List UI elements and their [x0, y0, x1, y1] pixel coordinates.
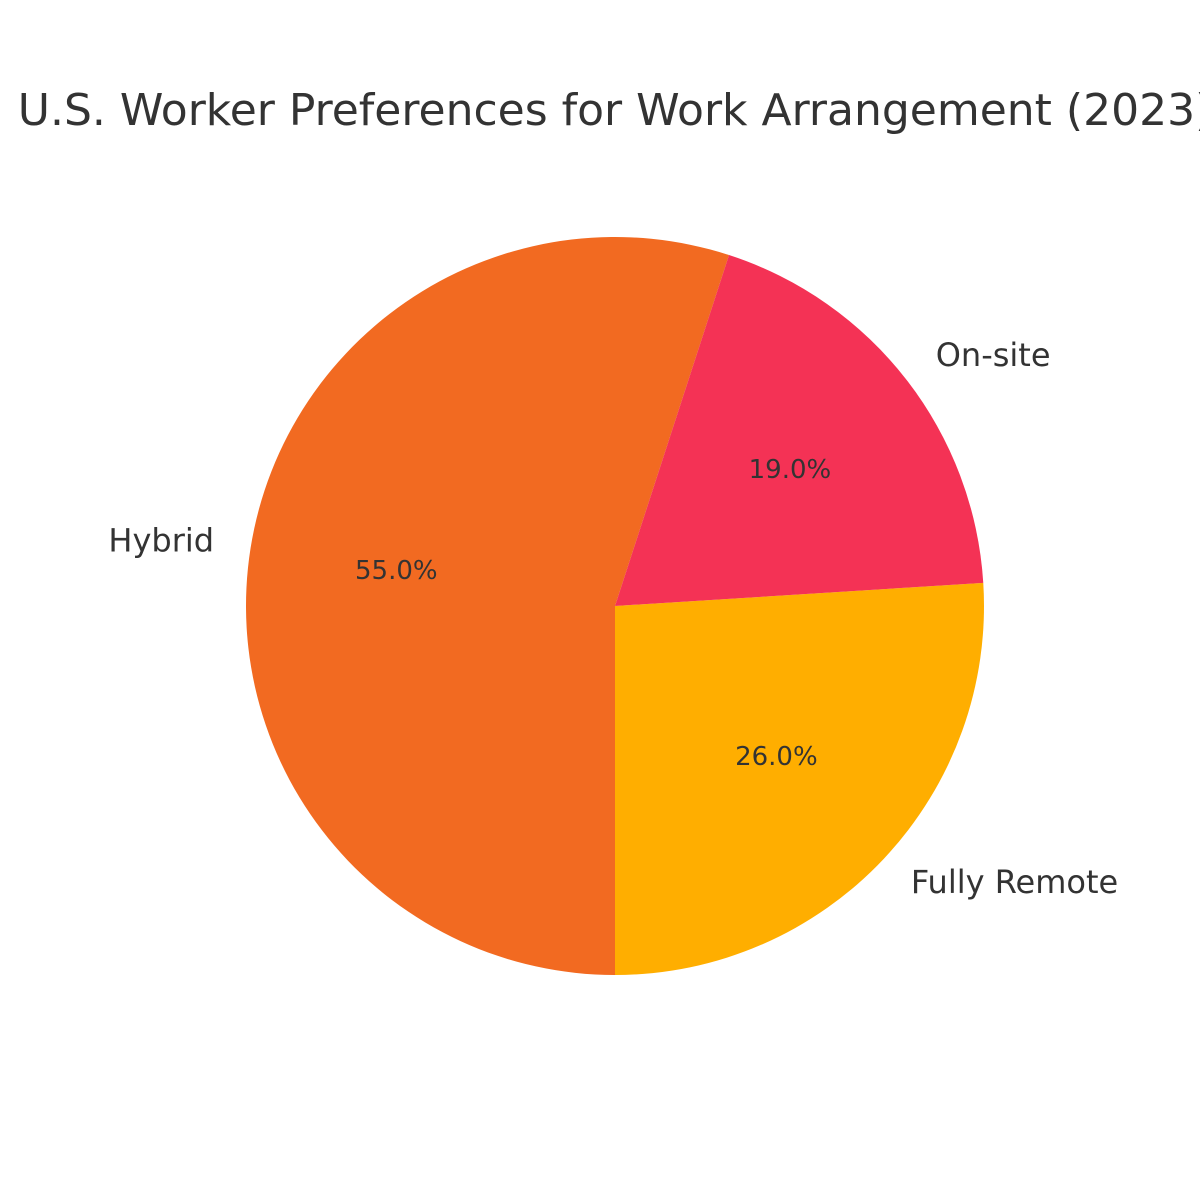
slice-percent-fully-remote: 26.0%: [735, 742, 818, 772]
slice-percent-hybrid: 55.0%: [355, 556, 438, 586]
slice-label-hybrid: Hybrid: [108, 522, 214, 560]
chart-title: U.S. Worker Preferences for Work Arrange…: [17, 85, 1200, 136]
slice-percent-on-site: 19.0%: [749, 455, 832, 485]
pie-slice-hybrid: [246, 237, 730, 976]
pie-slice-on-site: [615, 255, 984, 606]
slice-label-fully-remote: Fully Remote: [911, 863, 1118, 901]
pie-slice-fully-remote: [615, 582, 984, 975]
pie-slices: [246, 237, 984, 976]
slice-label-on-site: On-site: [936, 336, 1051, 374]
pie-labels: Hybrid 55.0% Fully Remote 26.0% On-site 19.0%: [108, 336, 1118, 901]
